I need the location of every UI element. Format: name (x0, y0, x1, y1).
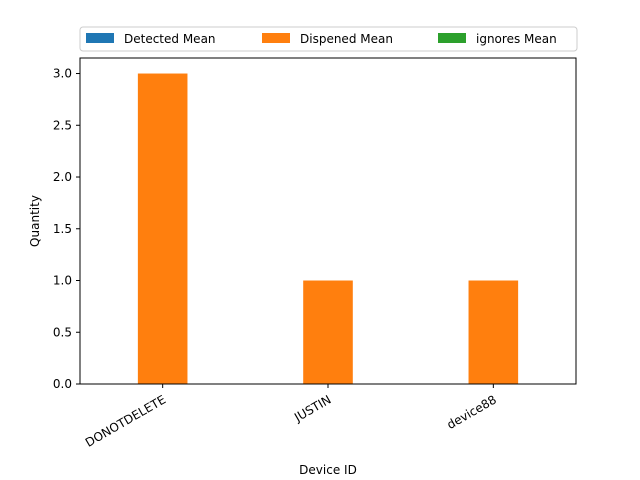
x-axis-label: Device ID (299, 463, 357, 477)
x-tick-label: JUSTIN (291, 392, 333, 425)
y-tick-label: 1.5 (53, 222, 72, 236)
legend-label-ignores: ignores Mean (476, 32, 557, 46)
y-tick-label: 0.5 (53, 325, 72, 339)
y-tick-label: 2.0 (53, 170, 72, 184)
y-tick-label: 1.0 (53, 274, 72, 288)
y-tick-label: 2.5 (53, 118, 72, 132)
bar-JUSTIN-1 (303, 280, 353, 384)
legend-label-detected: Detected Mean (124, 32, 216, 46)
x-tick-label: device88 (444, 392, 498, 431)
legend-label-dispened: Dispened Mean (300, 32, 393, 46)
plot-area (79, 57, 577, 385)
legend-swatch-dispened (262, 33, 290, 43)
y-axis-label: Quantity (28, 195, 42, 247)
legend: Detected Mean Dispened Mean ignores Mean (79, 26, 578, 52)
y-tick-label: 3.0 (53, 67, 72, 81)
axis-ticks: 0.0 0.5 1.0 1.5 2.0 2.5 3.0 DONOTDELETE JUSTIN de… (53, 67, 499, 450)
bars (137, 73, 519, 385)
bar-DONOTDELETE-1 (137, 73, 188, 385)
x-tick-label: DONOTDELETE (83, 392, 168, 449)
bar-device88-1 (468, 280, 519, 384)
y-tick-label: 0.0 (53, 377, 72, 391)
legend-swatch-ignores (438, 33, 466, 43)
legend-swatch-detected (86, 33, 114, 43)
